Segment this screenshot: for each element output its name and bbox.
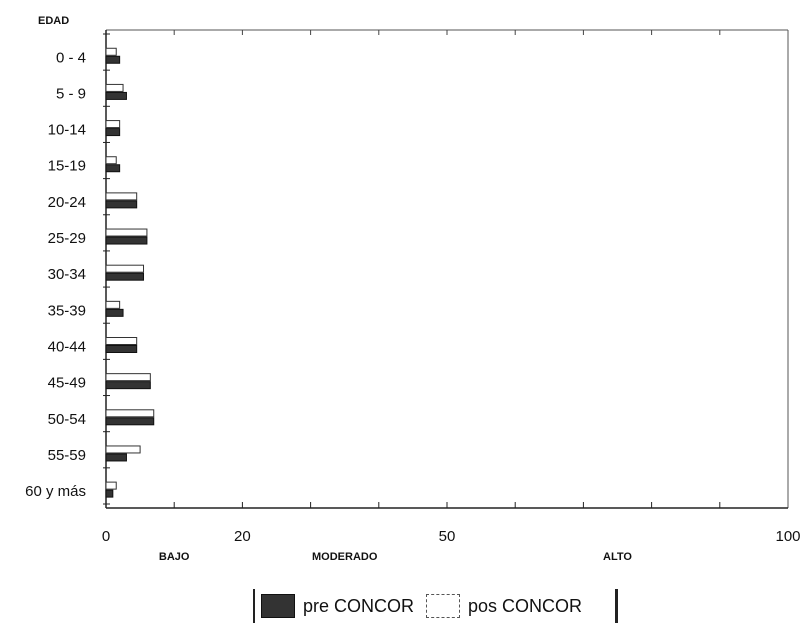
legend-swatch-pre — [261, 594, 295, 618]
zone-label: BAJO — [159, 551, 190, 563]
x-tick-label: 100 — [775, 528, 800, 545]
y-tick-label: 10-14 — [48, 122, 86, 139]
bar-pre-concor — [105, 272, 145, 281]
bars — [105, 47, 155, 498]
legend-swatch-pos — [426, 594, 461, 618]
y-tick-label: 30-34 — [48, 266, 86, 283]
plot-frame — [103, 29, 789, 509]
y-tick-label: 60 y más — [25, 483, 86, 500]
bar-pre-concor — [105, 164, 121, 173]
bar-pos-concor — [105, 481, 117, 490]
bar-pos-concor — [105, 192, 138, 201]
bar-pre-concor — [105, 55, 121, 64]
legend: pre CONCOR pos CONCOR — [253, 589, 618, 623]
zone-label: MODERADO — [312, 551, 378, 563]
bar-pre-concor — [105, 308, 124, 317]
bar-pre-concor — [105, 200, 138, 209]
y-axis-labels: 0 - 4 5 - 9 10-14 15-19 20-24 25-29 30-34 35-39… — [25, 49, 86, 500]
y-tick-label: 40-44 — [48, 339, 86, 356]
bar-pos-concor — [105, 445, 141, 454]
bar-pos-concor — [105, 409, 155, 418]
y-tick-label: 55-59 — [48, 447, 86, 464]
bar-pos-concor — [105, 47, 117, 56]
y-tick-label: 5 - 9 — [56, 85, 86, 102]
bar-pos-concor — [105, 264, 145, 273]
bar-pre-concor — [105, 128, 121, 137]
bar-pre-concor — [105, 381, 151, 390]
y-tick-label: 50-54 — [48, 411, 86, 428]
y-tick-label: 20-24 — [48, 194, 86, 211]
bar-pos-concor — [105, 300, 121, 309]
bar-pre-concor — [105, 417, 155, 426]
x-tick-label: 0 — [102, 528, 110, 545]
bar-pos-concor — [105, 83, 124, 92]
y-tick-label: 35-39 — [48, 302, 86, 319]
zone-labels: BAJO MODERADO ALTO — [159, 551, 632, 563]
legend-label-pos: pos CONCOR — [468, 595, 583, 616]
legend-label-pre: pre CONCOR — [303, 595, 415, 616]
bar-pos-concor — [105, 228, 148, 237]
y-tick-label: 15-19 — [48, 158, 86, 175]
y-tick-label: 0 - 4 — [56, 49, 86, 66]
bar-pre-concor — [105, 91, 127, 100]
x-tick-label: 50 — [439, 528, 456, 545]
y-axis-title: EDAD — [38, 15, 69, 27]
bar-pre-concor — [105, 453, 127, 462]
bar-pre-concor — [105, 236, 148, 245]
bar-pos-concor — [105, 373, 151, 382]
zone-label: ALTO — [603, 551, 632, 563]
y-tick-label: 25-29 — [48, 230, 86, 247]
bar-pos-concor — [105, 120, 121, 129]
x-axis-labels: 0 20 50 100 — [102, 528, 801, 545]
bar-pos-concor — [105, 337, 138, 345]
y-tick-label: 45-49 — [48, 375, 86, 392]
bar-pos-concor — [105, 156, 117, 165]
x-tick-label: 20 — [234, 528, 251, 545]
bar-pre-concor — [105, 489, 114, 498]
bar-pre-concor — [105, 345, 138, 353]
